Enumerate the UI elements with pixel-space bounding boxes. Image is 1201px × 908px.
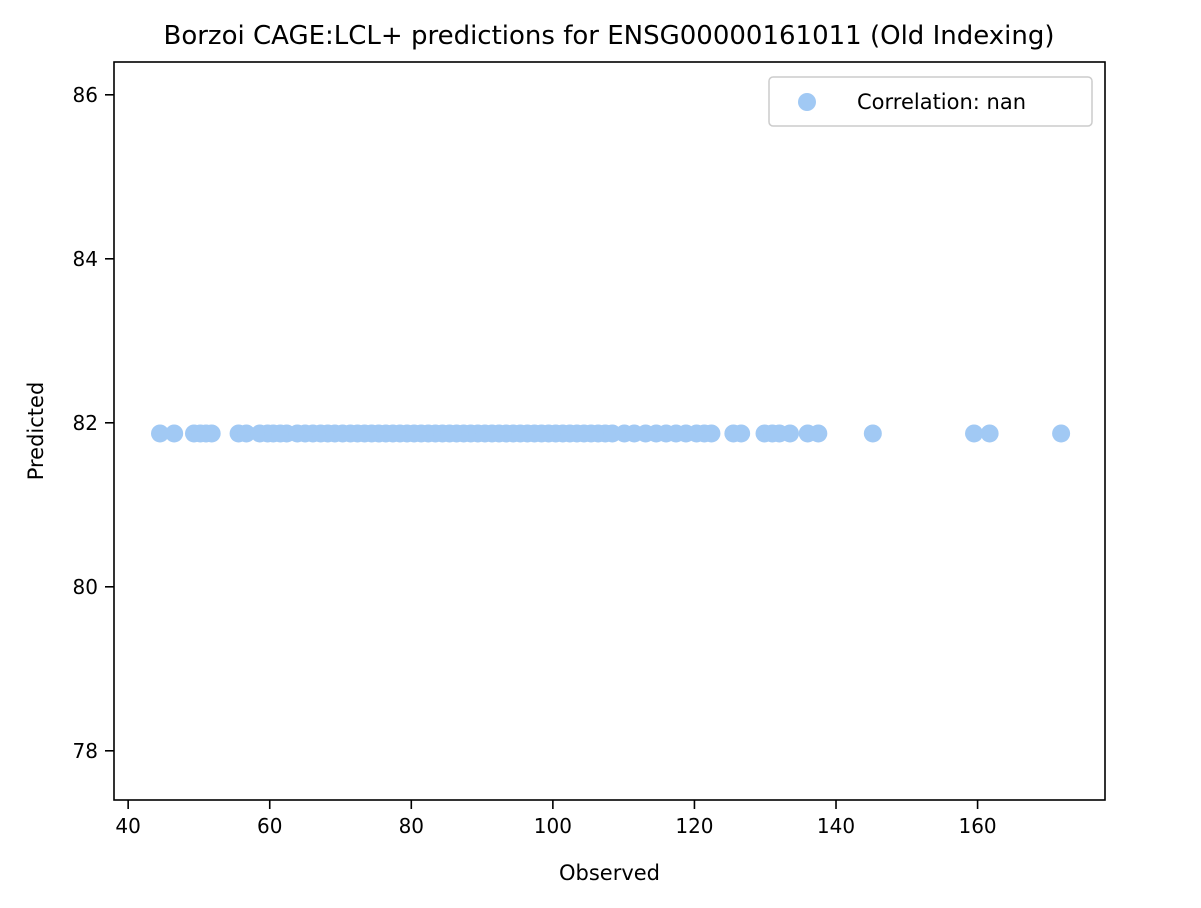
axes-frame bbox=[113, 61, 1106, 801]
scatter-point bbox=[965, 424, 984, 443]
scatter-point bbox=[863, 424, 882, 443]
y-axis-ticks: 78 80 82 84 86 bbox=[73, 83, 114, 763]
legend: Correlation: nan bbox=[768, 76, 1093, 127]
scatter-point bbox=[702, 424, 721, 443]
scatter-point bbox=[202, 424, 221, 443]
chart-title: Borzoi CAGE:LCL+ predictions for ENSG000… bbox=[163, 21, 1054, 51]
y-tick-label: 84 bbox=[73, 247, 98, 271]
x-tick-label: 140 bbox=[817, 814, 855, 838]
x-tick-label: 160 bbox=[958, 814, 996, 838]
y-tick-label: 80 bbox=[73, 575, 98, 599]
scatter-point bbox=[1052, 424, 1071, 443]
x-tick-label: 100 bbox=[534, 814, 572, 838]
scatter-point bbox=[781, 424, 800, 443]
legend-label: Correlation: nan bbox=[857, 90, 1026, 114]
y-tick-label: 86 bbox=[73, 83, 98, 107]
x-axis-ticks: 40 60 80 100 120 140 160 bbox=[115, 800, 997, 838]
x-tick-label: 60 bbox=[257, 814, 282, 838]
legend-box bbox=[768, 76, 1093, 127]
scatter-point bbox=[165, 424, 184, 443]
scatter-point bbox=[151, 424, 170, 443]
plot-area bbox=[151, 424, 1071, 443]
legend-marker bbox=[798, 93, 816, 111]
y-tick-label: 82 bbox=[73, 411, 98, 435]
x-tick-label: 120 bbox=[675, 814, 713, 838]
y-axis-label: Predicted bbox=[24, 382, 48, 481]
scatter-point bbox=[732, 424, 751, 443]
scatter-point bbox=[980, 424, 999, 443]
x-tick-label: 80 bbox=[399, 814, 424, 838]
y-tick-label: 78 bbox=[73, 739, 98, 763]
x-axis-label: Observed bbox=[559, 861, 660, 885]
scatter-point bbox=[237, 424, 256, 443]
scatter-point bbox=[809, 424, 828, 443]
x-tick-label: 40 bbox=[115, 814, 140, 838]
